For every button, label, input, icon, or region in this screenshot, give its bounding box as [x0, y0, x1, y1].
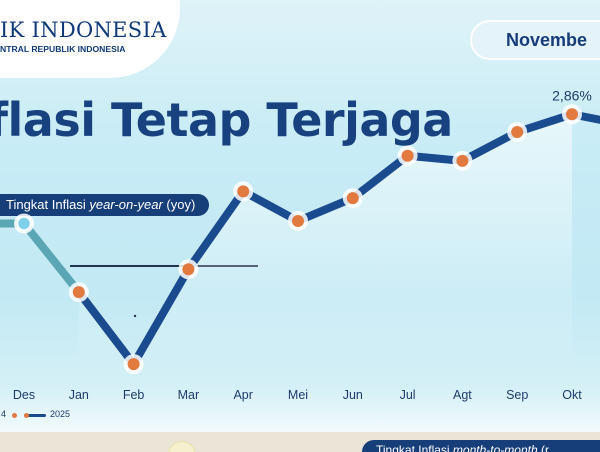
data-point-jan	[72, 286, 85, 299]
date-text: Novembe	[506, 30, 588, 50]
x-tick-sep: Sep	[506, 388, 528, 402]
data-point-jun	[346, 192, 359, 205]
date-badge: Novembe	[470, 20, 600, 60]
subtitle-suffix: (yoy)	[162, 197, 196, 212]
footer-text: Tingkat Inflasi month-to-month (r	[376, 443, 549, 452]
legend-prev-marker	[12, 413, 17, 418]
x-tick-jan: Jan	[69, 388, 89, 402]
decorative-line	[70, 265, 258, 267]
data-point-jul	[401, 149, 414, 162]
legend-2025-line	[24, 414, 46, 417]
footer-prefix: Tingkat Inflasi	[376, 443, 453, 452]
data-point-des	[16, 216, 32, 231]
x-tick-mar: Mar	[178, 388, 200, 402]
subtitle-prefix: Tingkat Inflasi	[6, 197, 90, 212]
data-point-okt	[566, 108, 578, 121]
transition-line	[20, 219, 83, 297]
header: IK INDONESIA NTRAL REPUBLIK INDONESIA No…	[0, 0, 600, 78]
x-tick-mei: Mei	[288, 388, 308, 402]
data-point-mei	[292, 214, 304, 227]
subtitle-italic: year-on-year	[89, 197, 163, 212]
x-tick-des: Des	[13, 388, 35, 402]
data-point-agt	[456, 154, 469, 167]
page-title: flasi Tetap Terjaga	[0, 93, 453, 147]
x-tick-apr: Apr	[233, 388, 252, 402]
tick-layer: Des Jan Feb Mar Apr Mei Jun Jul Agt Sep Okt	[13, 388, 582, 402]
x-tick-okt: Okt	[562, 388, 582, 402]
legend-2025-marker	[24, 413, 29, 418]
area-fill	[78, 114, 573, 379]
x-tick-jun: Jun	[343, 388, 363, 402]
data-point-sep	[511, 126, 524, 139]
footer-suffix: (r	[537, 443, 549, 452]
data-point-feb	[127, 358, 140, 371]
data-point-apr	[237, 185, 250, 198]
marker-layer	[14, 104, 582, 375]
legend-prev-label: 4	[1, 409, 7, 419]
x-tick-feb: Feb	[123, 388, 145, 402]
footer-italic: month-to-month	[452, 443, 538, 452]
subtitle-badge: Tingkat Inflasi year-on-year (yoy)	[0, 194, 210, 216]
x-tick-agt: Agt	[453, 388, 472, 402]
x-tick-jul: Jul	[400, 388, 416, 402]
footer-badge: Tingkat Inflasi month-to-month (r	[362, 440, 600, 452]
legend-2025-label: 2025	[50, 409, 71, 419]
logo-title: IK INDONESIA	[0, 18, 167, 42]
area-layer	[78, 114, 573, 379]
data-point-mar	[182, 263, 195, 276]
decorative-dot	[133, 314, 137, 318]
logo: IK INDONESIA NTRAL REPUBLIK INDONESIA	[0, 0, 180, 78]
logo-subtitle: NTRAL REPUBLIK INDONESIA	[0, 44, 126, 54]
data-label-okt: 2,86%	[552, 87, 592, 103]
label-layer: 2,86%	[552, 87, 592, 103]
